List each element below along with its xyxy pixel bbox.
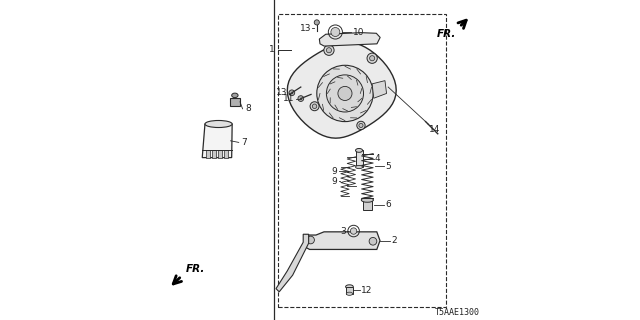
Bar	[230, 98, 240, 106]
Text: 4: 4	[375, 154, 381, 163]
Bar	[356, 150, 362, 167]
Bar	[206, 150, 210, 158]
Bar	[278, 14, 447, 307]
Polygon shape	[305, 232, 380, 250]
Circle shape	[317, 65, 373, 122]
Circle shape	[324, 45, 334, 55]
Text: 14: 14	[429, 125, 441, 134]
Ellipse shape	[356, 165, 362, 169]
Text: 11: 11	[283, 94, 294, 103]
Polygon shape	[276, 234, 308, 292]
Polygon shape	[319, 33, 380, 46]
Text: 3: 3	[340, 227, 346, 236]
Bar	[212, 150, 216, 158]
Bar	[362, 200, 372, 210]
Text: FR.: FR.	[436, 29, 456, 39]
Text: 2: 2	[391, 236, 397, 245]
Text: 12: 12	[361, 286, 372, 295]
Text: 10: 10	[353, 28, 364, 36]
Circle shape	[326, 75, 364, 112]
Bar	[346, 287, 353, 294]
Circle shape	[307, 236, 314, 244]
Circle shape	[289, 90, 295, 96]
Text: 1: 1	[269, 45, 275, 54]
Bar	[225, 150, 228, 158]
Text: 8: 8	[245, 104, 251, 113]
Circle shape	[298, 96, 304, 101]
Bar	[218, 150, 223, 158]
Polygon shape	[372, 81, 387, 98]
Circle shape	[367, 53, 378, 63]
Text: 6: 6	[385, 200, 391, 209]
Ellipse shape	[205, 121, 232, 128]
Text: 13: 13	[300, 24, 311, 33]
Circle shape	[331, 28, 340, 36]
Circle shape	[338, 86, 352, 100]
Polygon shape	[287, 42, 396, 138]
Text: 7: 7	[241, 138, 247, 147]
Ellipse shape	[356, 148, 362, 152]
Text: T5AAE1300: T5AAE1300	[435, 308, 479, 317]
Text: 13: 13	[276, 88, 287, 97]
Circle shape	[359, 123, 363, 128]
Circle shape	[357, 121, 365, 130]
Ellipse shape	[232, 93, 238, 98]
Circle shape	[351, 228, 357, 234]
Ellipse shape	[362, 198, 374, 202]
Circle shape	[310, 102, 319, 111]
Text: FR.: FR.	[186, 264, 205, 274]
Text: 9: 9	[332, 167, 337, 176]
Text: 5: 5	[385, 162, 391, 171]
Ellipse shape	[346, 285, 353, 289]
Polygon shape	[202, 124, 232, 158]
Text: 9: 9	[332, 177, 337, 186]
Circle shape	[369, 237, 377, 245]
Circle shape	[326, 48, 332, 53]
Circle shape	[314, 20, 319, 25]
Ellipse shape	[346, 292, 353, 295]
Circle shape	[312, 104, 317, 108]
Circle shape	[370, 56, 375, 61]
